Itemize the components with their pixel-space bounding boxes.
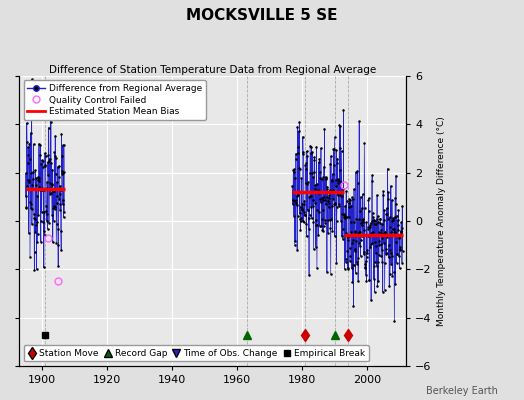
- Y-axis label: Monthly Temperature Anomaly Difference (°C): Monthly Temperature Anomaly Difference (…: [437, 116, 446, 326]
- Title: Difference of Station Temperature Data from Regional Average: Difference of Station Temperature Data f…: [49, 65, 376, 75]
- Text: Berkeley Earth: Berkeley Earth: [426, 386, 498, 396]
- Legend: Station Move, Record Gap, Time of Obs. Change, Empirical Break: Station Move, Record Gap, Time of Obs. C…: [24, 345, 369, 362]
- Text: MOCKSVILLE 5 SE: MOCKSVILLE 5 SE: [186, 8, 338, 23]
